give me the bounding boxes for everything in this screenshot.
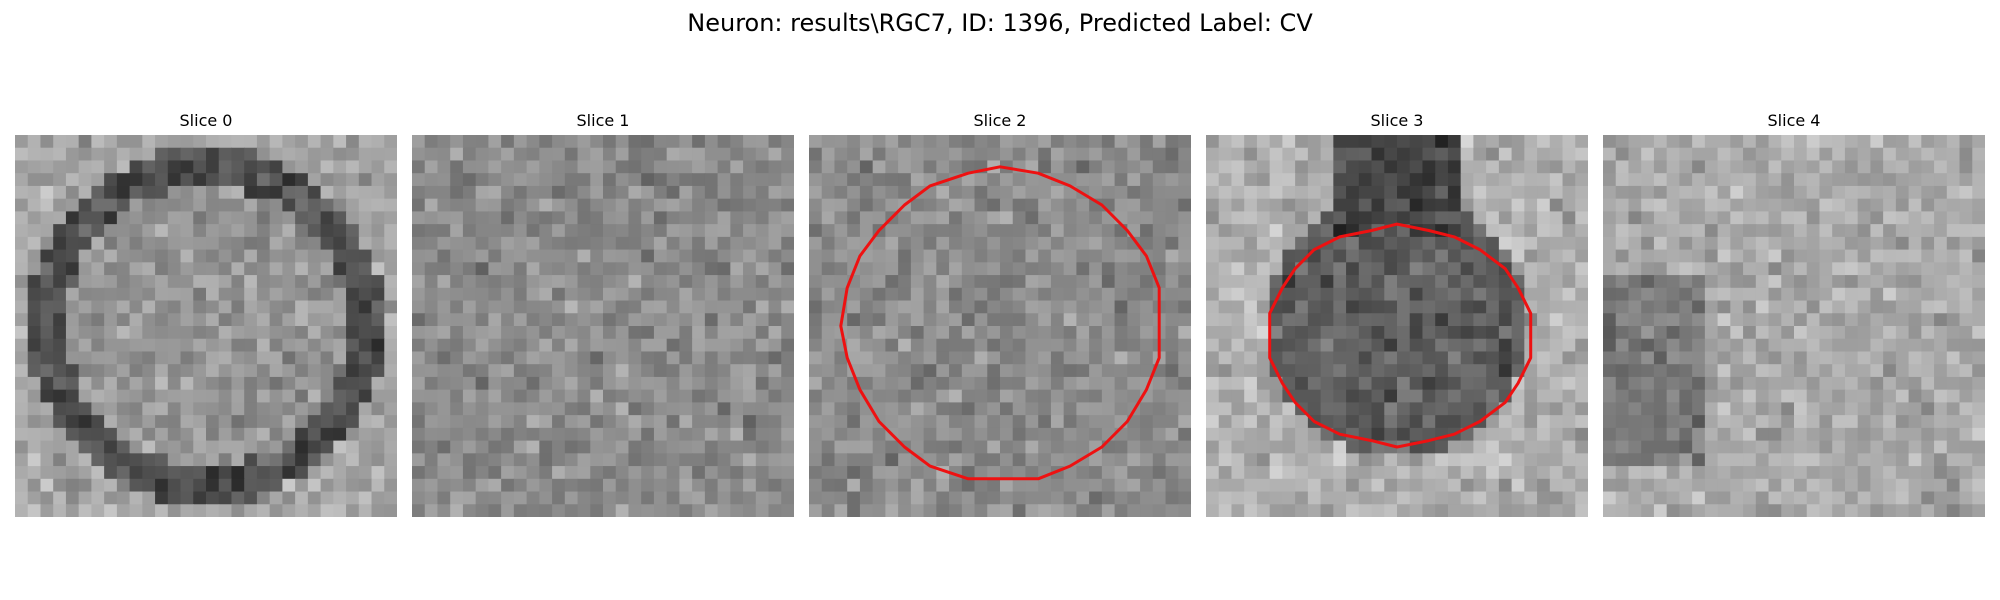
slice-4-pixels — [1603, 135, 1985, 517]
slice-3-image — [1206, 135, 1588, 517]
figure-title: Neuron: results\RGC7, ID: 1396, Predicte… — [687, 9, 1313, 37]
slice-2-outline — [839, 165, 1161, 481]
slice-1-image — [412, 135, 794, 517]
slice-2-title: Slice 2 — [973, 111, 1027, 130]
slice-3-pixels — [1206, 135, 1588, 517]
slice-2-image — [809, 135, 1191, 517]
slice-3-title: Slice 3 — [1370, 111, 1424, 130]
slice-3-outline — [1268, 222, 1533, 449]
slice-4-title: Slice 4 — [1767, 111, 1821, 130]
slice-0-pixels — [15, 135, 397, 517]
slice-1-title: Slice 1 — [576, 111, 630, 130]
slice-4-image — [1603, 135, 1985, 517]
slice-1-pixels — [412, 135, 794, 517]
slice-0-image — [15, 135, 397, 517]
slice-0-title: Slice 0 — [179, 111, 233, 130]
slice-2-pixels — [809, 135, 1191, 517]
